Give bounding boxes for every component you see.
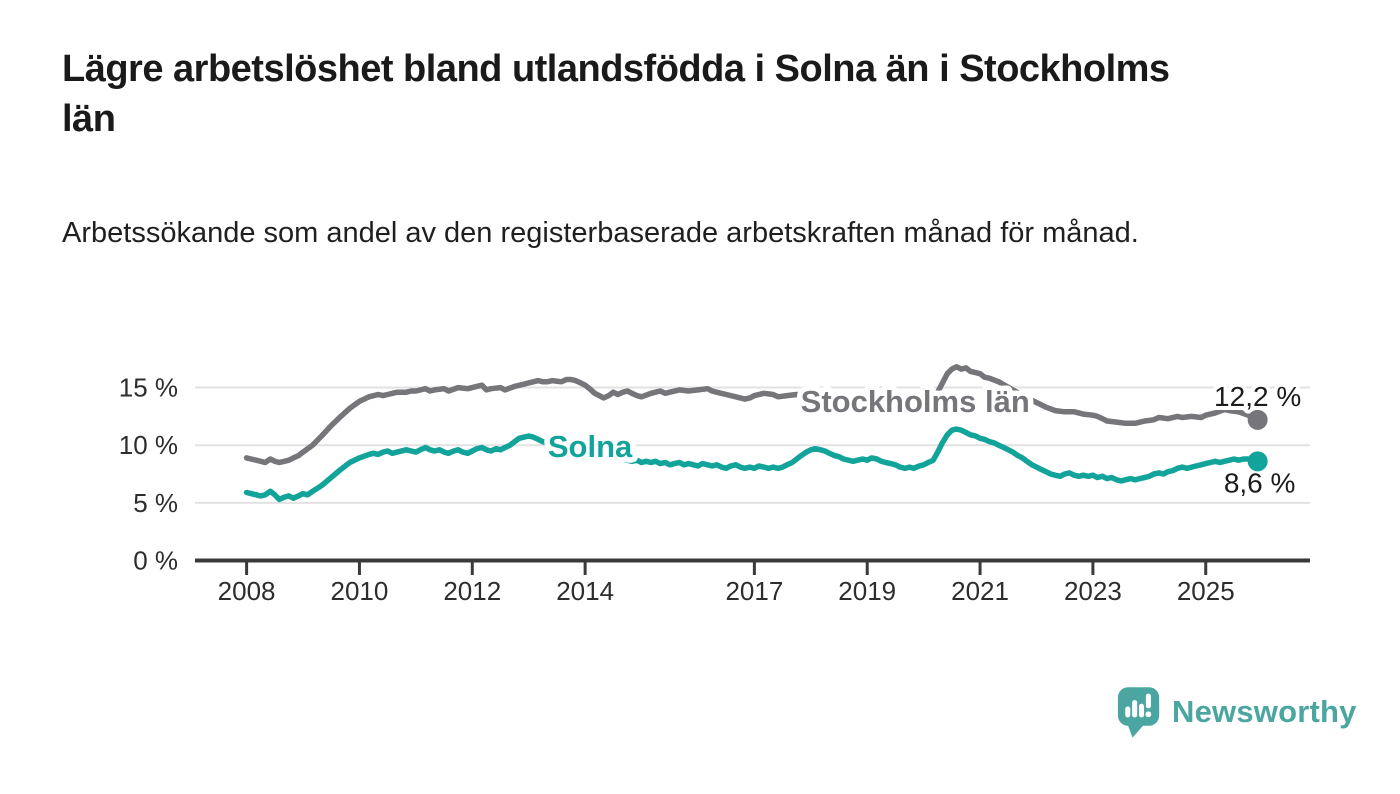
chart-subtitle: Arbetssökande som andel av den registerb… bbox=[62, 217, 1139, 249]
y-axis-label: 15 % bbox=[119, 373, 178, 403]
series-inline-label-stockholms-lan: Stockholms län bbox=[801, 384, 1030, 419]
series-end-value-label: 8,6 % bbox=[1224, 467, 1296, 498]
y-axis-label: 0 % bbox=[133, 546, 178, 576]
newsworthy-logo: Newsworthy bbox=[1117, 684, 1357, 740]
x-axis-label: 2014 bbox=[556, 576, 614, 606]
x-axis-label: 2010 bbox=[331, 576, 389, 606]
x-axis-label: 2012 bbox=[443, 576, 501, 606]
series-line-solna bbox=[243, 426, 1261, 503]
x-axis-label: 2019 bbox=[838, 576, 896, 606]
y-axis-label: 5 % bbox=[133, 488, 178, 518]
series-line-stockholms-lan bbox=[243, 364, 1261, 466]
series-inline-label-solna: Solna bbox=[548, 429, 633, 464]
y-axis-label: 10 % bbox=[119, 430, 178, 460]
series-end-dot bbox=[1247, 451, 1268, 472]
series-end-value-label: 12,2 % bbox=[1214, 381, 1301, 412]
x-axis-label: 2025 bbox=[1177, 576, 1235, 606]
newsworthy-wordmark: Newsworthy bbox=[1172, 694, 1357, 729]
x-axis-label: 2023 bbox=[1064, 576, 1122, 606]
x-axis-label: 2021 bbox=[951, 576, 1009, 606]
x-axis-label: 2017 bbox=[725, 576, 783, 606]
series-end-dot bbox=[1247, 409, 1268, 430]
x-axis-label: 2008 bbox=[218, 576, 276, 606]
chart-title: Lägre arbetslöshet bland utlandsfödda i … bbox=[62, 48, 1170, 141]
newsworthy-logo-icon bbox=[1117, 687, 1160, 738]
